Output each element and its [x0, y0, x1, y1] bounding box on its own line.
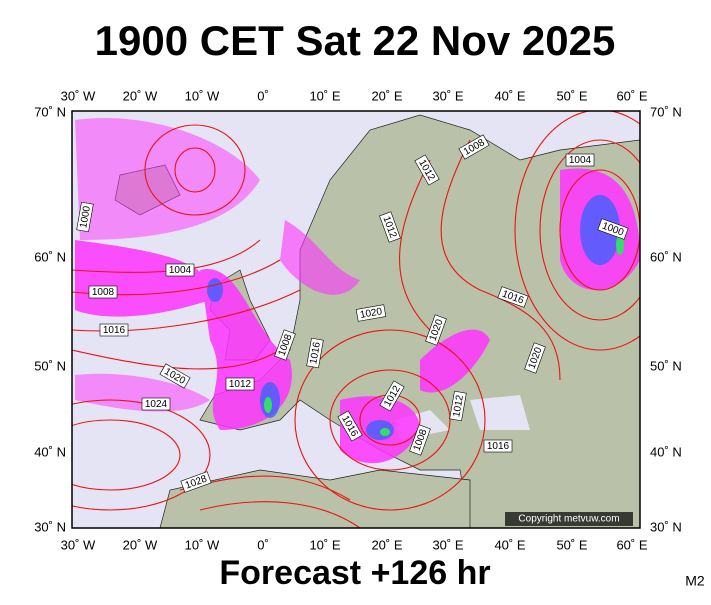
lon-label-top: 60˚ E	[616, 88, 647, 103]
isobar-label-box	[99, 323, 129, 337]
lon-label-top: 0˚	[257, 88, 269, 103]
isobar-label-text: 1004	[569, 155, 592, 166]
lon-label-bottom: 30˚ W	[61, 537, 96, 552]
isobar-label: 1016	[306, 337, 324, 369]
lon-label-top: 20˚ E	[371, 88, 402, 103]
isobar-label: 1028	[180, 471, 212, 493]
isobar-label-box	[225, 377, 255, 391]
isobar-label-text: 1012	[451, 394, 466, 418]
isobar-label-text: 1016	[308, 341, 323, 365]
isobar-label-box	[409, 424, 431, 456]
lat-label-left: 50˚ N	[34, 358, 66, 373]
corner-label: M2	[685, 573, 705, 589]
isobar-label: 1000	[76, 201, 94, 233]
isobar-label-text: 1016	[103, 325, 126, 336]
copyright: Copyright metvuw.com	[518, 514, 619, 525]
lon-label-top: 30˚ E	[432, 88, 463, 103]
lat-label-left: 30˚ N	[34, 519, 66, 534]
map-area	[72, 111, 640, 528]
isobar-label-box	[458, 134, 490, 160]
isobar-label-box	[379, 211, 401, 243]
lon-label-bottom: 0˚	[257, 537, 269, 552]
lat-label-right: 60˚ N	[650, 249, 682, 264]
lon-label-top: 20˚ W	[123, 88, 158, 103]
isobar-label-box	[597, 218, 629, 240]
lon-label-top: 40˚ E	[494, 88, 525, 103]
lon-label-bottom: 30˚ E	[432, 537, 463, 552]
lon-label-bottom: 20˚ E	[371, 537, 402, 552]
isobar-label-text: 1024	[145, 399, 168, 410]
lon-label-top: 10˚ W	[185, 88, 220, 103]
isobar-label-box	[483, 439, 513, 453]
isobar-label: 1012	[225, 377, 255, 391]
lat-label-left: 40˚ N	[34, 444, 66, 459]
isobar-label: 1020	[355, 304, 387, 322]
lon-label-top: 10˚ E	[309, 88, 340, 103]
isobar-label-box	[306, 337, 324, 369]
isobar-label: 1016	[483, 439, 513, 453]
isobar-label-box	[180, 471, 212, 493]
lon-label-bottom: 10˚ W	[185, 537, 220, 552]
isobar-label-box	[76, 201, 94, 233]
isobar-label: 1004	[165, 263, 195, 277]
footer: Forecast +126 hr	[219, 554, 490, 592]
lat-label-right: 50˚ N	[650, 358, 682, 373]
lat-label-right: 70˚ N	[650, 104, 682, 119]
isobar-label-text: 1016	[487, 441, 510, 452]
isobar-label: 1012	[449, 390, 467, 422]
lon-label-bottom: 60˚ E	[616, 537, 647, 552]
lat-label-right: 30˚ N	[650, 519, 682, 534]
isobar-label: 1016	[99, 323, 129, 337]
copyright-box	[505, 512, 633, 526]
isobar-label-text: 1012	[229, 379, 252, 390]
isobar-label-text: 1000	[78, 205, 93, 229]
isobar-label-box	[524, 342, 546, 374]
isobar-label-box	[379, 380, 405, 412]
lat-label-left: 70˚ N	[34, 104, 66, 119]
isobar-label-box	[565, 153, 595, 167]
lon-label-bottom: 40˚ E	[494, 537, 525, 552]
isobar-label-box	[414, 154, 440, 186]
isobar-label: 1024	[141, 397, 171, 411]
lat-label-right: 40˚ N	[650, 444, 682, 459]
isobar-label: 1008	[88, 285, 118, 299]
lon-label-bottom: 50˚ E	[556, 537, 587, 552]
lon-label-top: 50˚ E	[556, 88, 587, 103]
isobar-label-box	[274, 329, 296, 361]
isobar-label-box	[165, 263, 195, 277]
isobar-label-box	[425, 314, 447, 346]
isobar-label-text: 1008	[92, 287, 115, 298]
lon-label-top: 30˚ W	[61, 88, 96, 103]
isobar-label-text: 1004	[169, 265, 192, 276]
lon-label-bottom: 20˚ W	[123, 537, 158, 552]
map-frame	[71, 110, 641, 529]
title: 1900 CET Sat 22 Nov 2025	[95, 17, 616, 64]
isobar-label-box	[497, 286, 529, 308]
isobar-label-text: 1020	[359, 306, 383, 321]
isobar-label-box	[141, 397, 171, 411]
isobar-label-box	[88, 285, 118, 299]
isobar-label: 1004	[565, 153, 595, 167]
lat-label-left: 60˚ N	[34, 249, 66, 264]
isobar-label-box	[449, 390, 467, 422]
isobar-label-box	[355, 304, 387, 322]
isobar-label-box	[159, 363, 191, 389]
isobar-label-box	[337, 410, 363, 442]
labels: 30˚ W 30˚ W 20˚ W 20˚ W 10˚ W 10˚ W 0˚ 0˚ 10˚ E 1…	[34, 88, 682, 552]
lon-label-bottom: 10˚ E	[309, 537, 340, 552]
